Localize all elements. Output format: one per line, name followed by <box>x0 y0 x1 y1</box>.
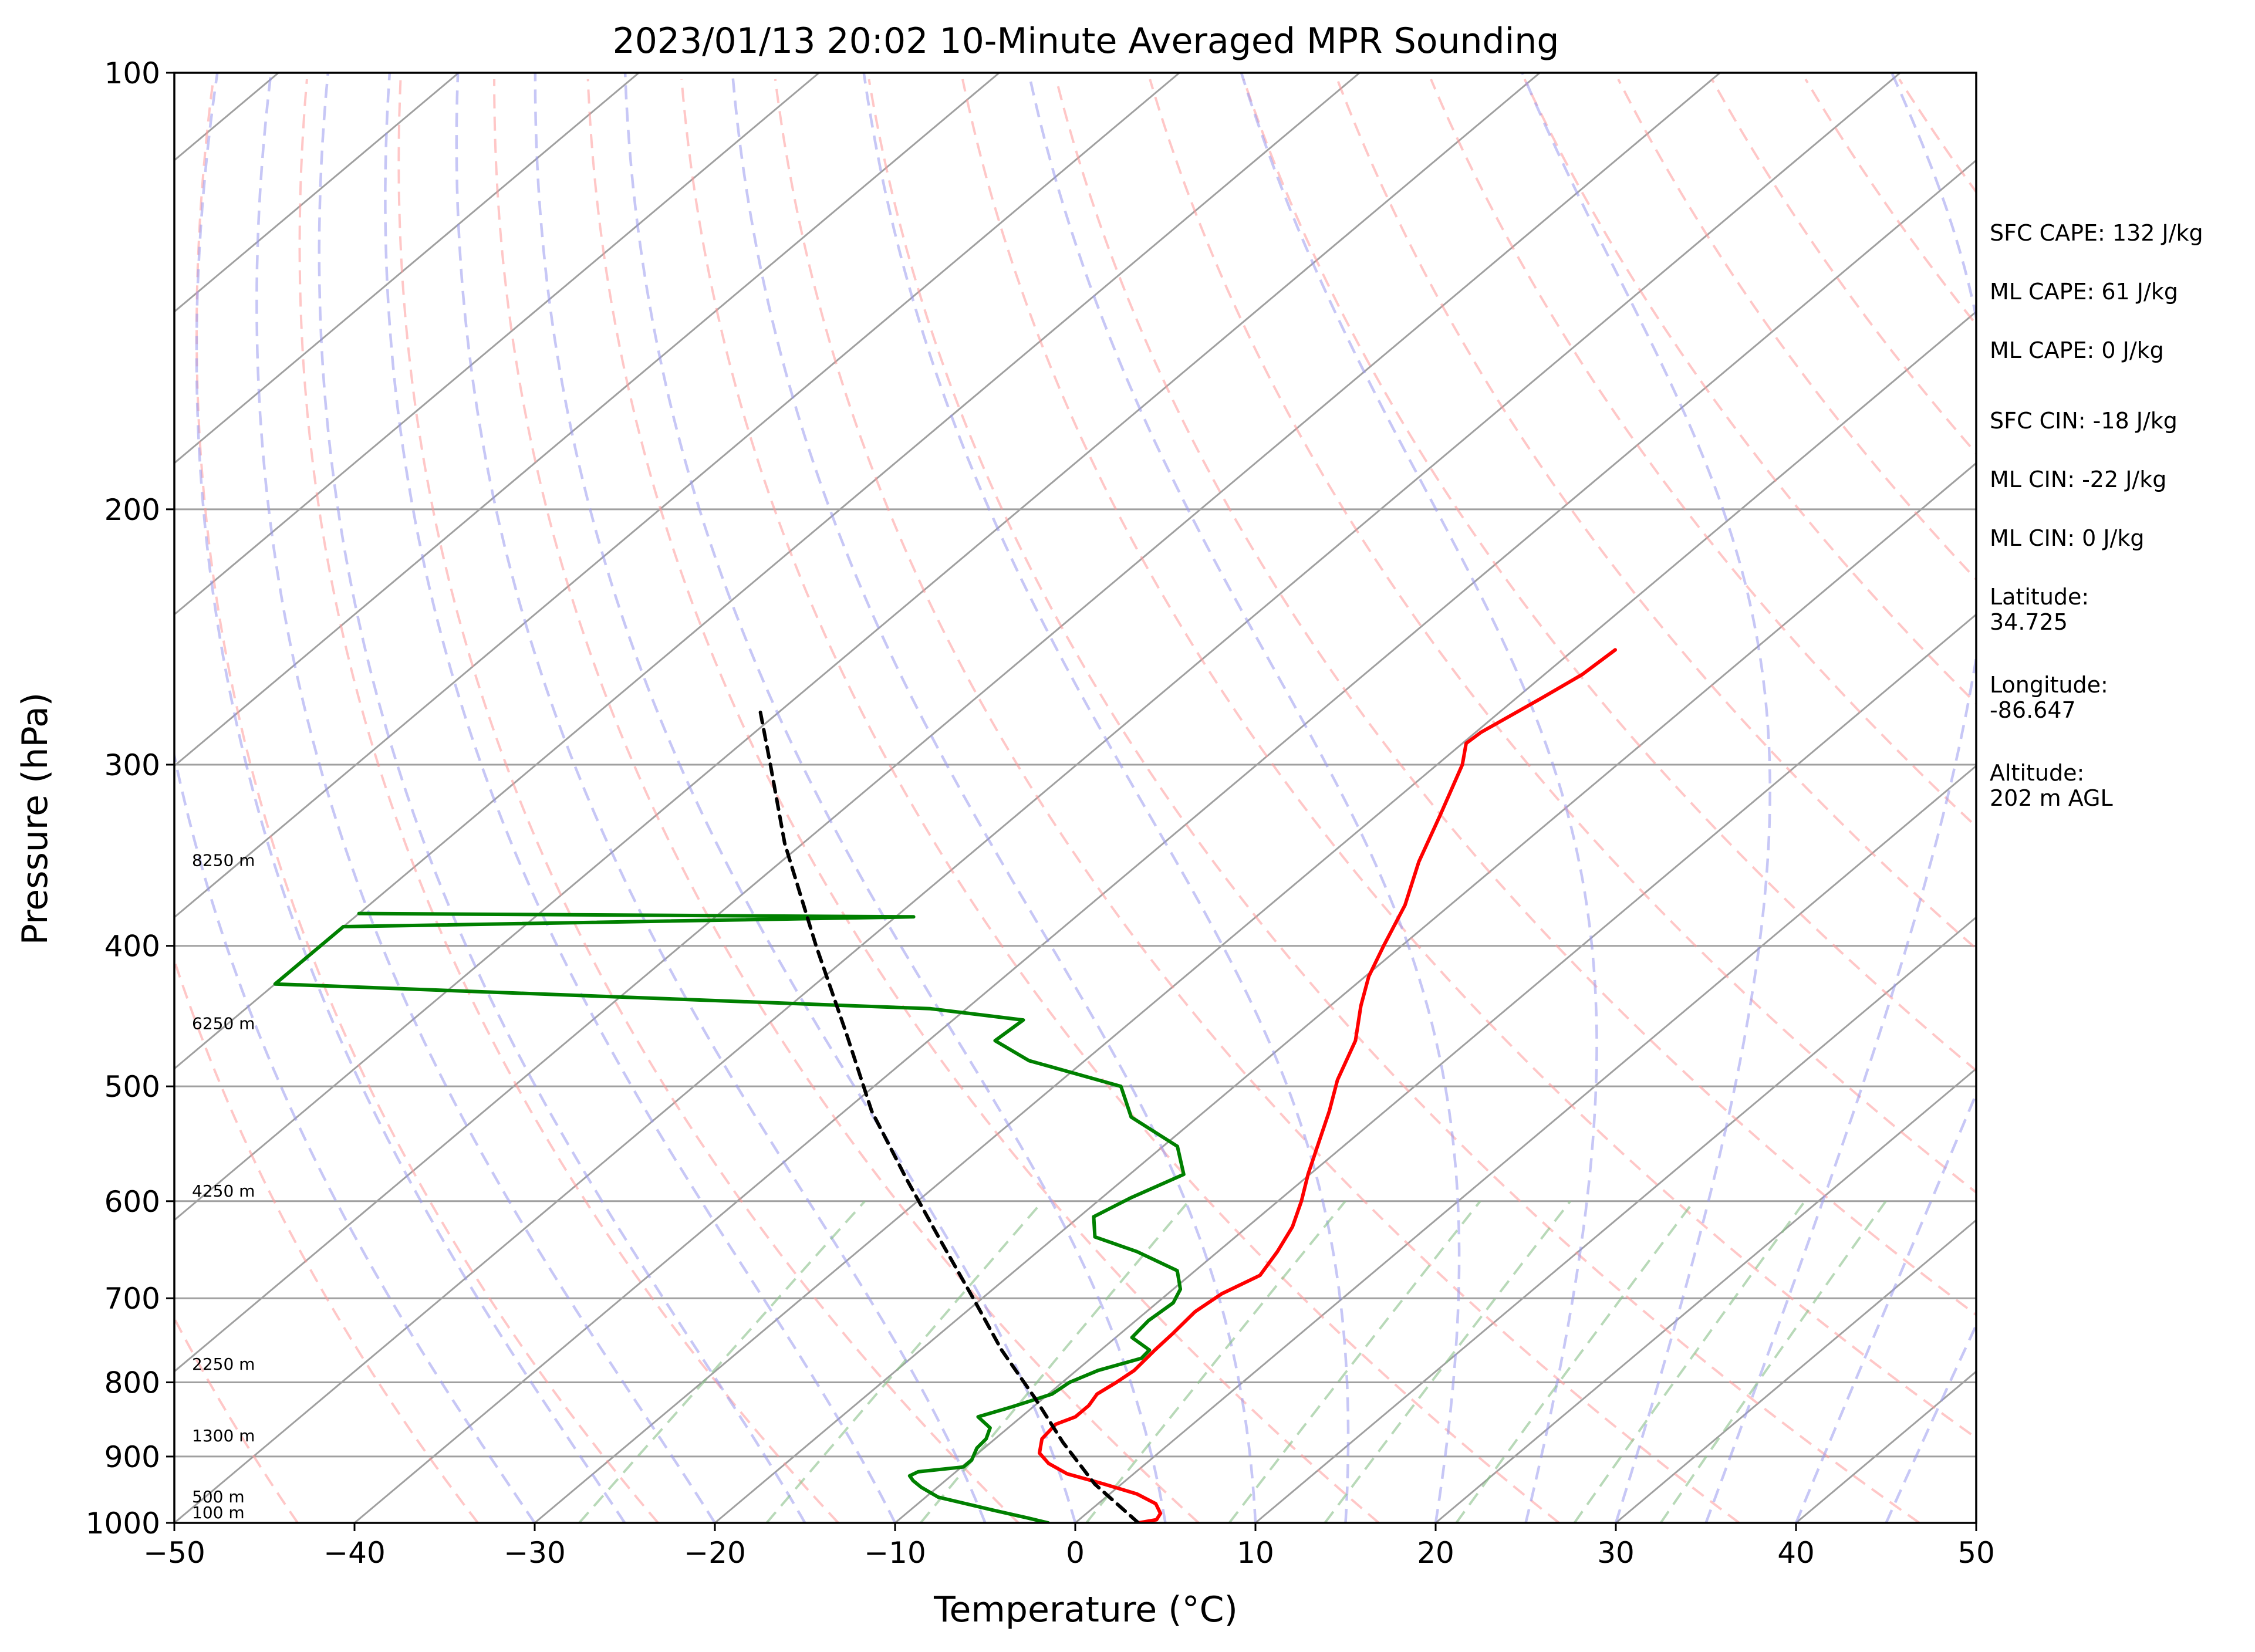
moist-adiabat-line <box>864 73 1348 1523</box>
dry-adiabat-line <box>197 79 658 1523</box>
y-tick-label: 900 <box>104 1440 160 1474</box>
stat-value: 34.725 <box>1990 609 2068 635</box>
isotherm-line <box>0 73 1359 1523</box>
stat-value: -86.647 <box>1990 697 2076 723</box>
moist-adiabat-line <box>1241 73 1597 1523</box>
height-label: 6250 m <box>192 1014 255 1033</box>
stat-text: ML CAPE: 0 J/kg <box>1990 337 2164 363</box>
moist-adiabat-line <box>1523 73 1770 1523</box>
x-tick-label: 0 <box>1066 1536 1085 1570</box>
moist-adiabat-line <box>1706 73 1992 1523</box>
stat-text: Latitude: <box>1990 584 2089 610</box>
height-label: 4250 m <box>192 1181 255 1201</box>
dry-adiabat-line <box>963 79 2099 1523</box>
moist-adiabat-line <box>535 73 1075 1523</box>
mixing-ratio-line <box>767 1201 1043 1523</box>
stat-value: 202 m AGL <box>1990 785 2113 811</box>
y-axis-label: Pressure (hPa) <box>15 692 56 945</box>
x-tick-label: −30 <box>504 1536 566 1570</box>
x-tick-label: 10 <box>1237 1536 1274 1570</box>
mixing-ratio-line <box>1574 1201 1805 1523</box>
y-tick-label: 600 <box>104 1185 160 1219</box>
x-tick-label: −20 <box>684 1536 746 1570</box>
moist-adiabat-line <box>732 73 1255 1523</box>
x-tick-label: 40 <box>1777 1536 1815 1570</box>
moist-adiabat-line <box>625 73 1165 1523</box>
height-label: 100 m <box>192 1503 245 1522</box>
dry-adiabat-line <box>681 79 1559 1523</box>
stat-text: ML CIN: -22 J/kg <box>1990 467 2166 492</box>
axis-layer <box>166 73 1976 1531</box>
moist-adiabat-line <box>319 73 805 1523</box>
height-label: 1300 m <box>192 1426 255 1445</box>
isotherm-line <box>0 73 1179 1523</box>
y-tick-label: 700 <box>104 1282 160 1316</box>
mixing-ratio-line <box>1325 1201 1570 1523</box>
stat-text: ML CAPE: 61 J/kg <box>1990 279 2178 305</box>
background-lines-layer <box>0 73 2255 1523</box>
y-tick-label: 100 <box>104 56 160 90</box>
y-tick-label: 800 <box>104 1366 160 1400</box>
y-tick-label: 300 <box>104 748 160 782</box>
y-tick-label: 200 <box>104 493 160 527</box>
moist-adiabat-line <box>1029 73 1459 1523</box>
stat-text: SFC CIN: -18 J/kg <box>1990 408 2178 434</box>
stat-text: Altitude: <box>1990 760 2084 786</box>
x-tick-label: 50 <box>1957 1536 1995 1570</box>
dry-adiabat-line <box>2180 79 2255 1523</box>
x-tick-label: −40 <box>323 1536 386 1570</box>
y-tick-label: 500 <box>104 1070 160 1104</box>
x-axis-label: Temperature (°C) <box>933 1589 1238 1630</box>
x-tick-label: 30 <box>1597 1536 1635 1570</box>
plot-frame <box>174 73 1976 1523</box>
dry-adiabat-line <box>300 79 839 1523</box>
isotherm-line <box>0 73 1540 1523</box>
stat-text: Longitude: <box>1990 672 2108 698</box>
height-label: 2250 m <box>192 1354 255 1374</box>
x-tick-label: 20 <box>1417 1536 1454 1570</box>
height-label: 8250 m <box>192 851 255 870</box>
isotherm-line <box>355 73 2080 1523</box>
moist-adiabat-line <box>457 73 985 1523</box>
stat-text: ML CIN: 0 J/kg <box>1990 525 2144 551</box>
stat-text: SFC CAPE: 132 J/kg <box>1990 220 2203 246</box>
chart-title: 2023/01/13 20:02 10-Minute Averaged MPR … <box>613 21 1559 62</box>
y-tick-label: 400 <box>104 930 160 964</box>
mixing-ratio-line <box>579 1201 865 1523</box>
y-tick-label: 1000 <box>86 1506 160 1540</box>
x-tick-label: −10 <box>864 1536 926 1570</box>
x-tick-label: −50 <box>143 1536 205 1570</box>
mixing-ratio-line <box>1660 1201 1886 1523</box>
